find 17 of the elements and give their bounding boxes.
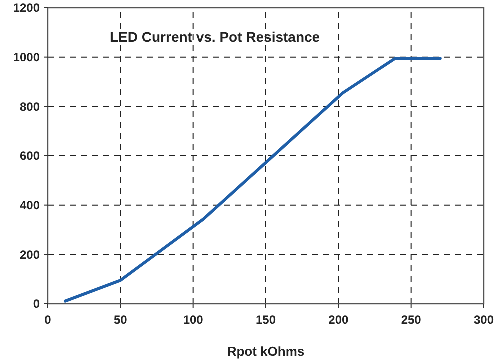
y-tick-label: 1000 [13,50,40,65]
x-tick-label: 0 [44,313,52,327]
text: LED Current vs. Pot Resistance [110,29,320,45]
x-tick-label: 250 [401,313,422,327]
y-tick-label: 800 [20,100,40,114]
x-tick-label: 50 [114,313,128,327]
x-tick-label: 300 [474,313,494,327]
line-series [64,57,442,303]
x-tick-label: 150 [256,313,276,327]
y-tick-label: 600 [20,149,40,164]
y-tick-label: 0 [33,297,40,312]
y-tick-label: 200 [20,248,40,262]
y-tick-label: 1200 [13,1,40,16]
x-tick-label: 200 [328,313,349,327]
x-tick-label: 100 [183,313,204,327]
y-tick-label: 400 [20,198,40,213]
x-axis-title: Rpot kOhms [227,344,305,359]
